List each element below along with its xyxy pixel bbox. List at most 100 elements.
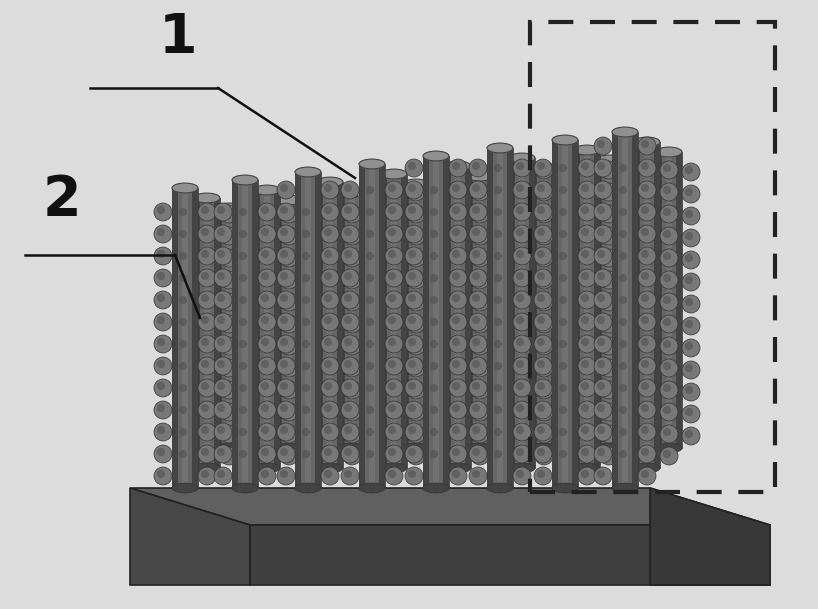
Circle shape	[513, 203, 531, 221]
Polygon shape	[487, 148, 513, 488]
Circle shape	[474, 340, 482, 348]
Circle shape	[299, 425, 317, 443]
Circle shape	[516, 206, 524, 214]
Circle shape	[236, 227, 254, 245]
Circle shape	[321, 423, 339, 441]
Circle shape	[277, 181, 295, 199]
Circle shape	[559, 428, 567, 436]
Circle shape	[493, 405, 511, 423]
Circle shape	[638, 427, 656, 445]
Circle shape	[538, 230, 546, 238]
Circle shape	[321, 269, 339, 287]
Circle shape	[176, 425, 194, 443]
Ellipse shape	[254, 185, 280, 195]
Circle shape	[469, 401, 487, 419]
Circle shape	[597, 426, 605, 434]
Circle shape	[472, 250, 480, 258]
Polygon shape	[182, 188, 188, 488]
Circle shape	[663, 186, 671, 194]
Circle shape	[534, 291, 552, 309]
Ellipse shape	[194, 463, 220, 473]
Ellipse shape	[531, 443, 557, 453]
Polygon shape	[467, 176, 473, 448]
Circle shape	[366, 362, 374, 370]
Circle shape	[516, 210, 524, 218]
Circle shape	[559, 362, 567, 370]
Circle shape	[663, 230, 671, 238]
Polygon shape	[172, 188, 178, 488]
Circle shape	[429, 339, 447, 357]
Circle shape	[368, 364, 376, 372]
Circle shape	[537, 184, 545, 192]
Polygon shape	[676, 152, 682, 448]
Circle shape	[556, 249, 574, 267]
Circle shape	[494, 208, 502, 216]
Circle shape	[366, 296, 374, 304]
Circle shape	[557, 185, 575, 203]
Circle shape	[556, 447, 574, 465]
Circle shape	[559, 296, 567, 304]
Polygon shape	[465, 166, 471, 468]
Circle shape	[410, 208, 418, 216]
Circle shape	[578, 163, 596, 181]
Polygon shape	[509, 158, 515, 468]
Circle shape	[214, 291, 232, 309]
Circle shape	[214, 423, 232, 441]
Circle shape	[258, 357, 276, 375]
Circle shape	[472, 404, 480, 412]
Circle shape	[220, 227, 238, 245]
Circle shape	[622, 185, 640, 203]
Circle shape	[429, 229, 447, 247]
Circle shape	[682, 383, 700, 401]
Circle shape	[408, 294, 416, 302]
Circle shape	[344, 404, 352, 412]
Circle shape	[242, 339, 260, 357]
Circle shape	[385, 339, 403, 357]
Circle shape	[198, 317, 216, 335]
Circle shape	[516, 316, 524, 324]
Circle shape	[535, 315, 553, 333]
Circle shape	[429, 273, 447, 291]
Circle shape	[217, 360, 225, 368]
Circle shape	[638, 247, 656, 265]
Circle shape	[302, 405, 320, 423]
Circle shape	[280, 381, 298, 399]
Circle shape	[261, 404, 269, 412]
Circle shape	[682, 185, 700, 203]
Circle shape	[430, 450, 438, 458]
Circle shape	[682, 361, 700, 379]
Circle shape	[388, 448, 396, 456]
Ellipse shape	[216, 203, 242, 213]
Circle shape	[214, 203, 232, 221]
Circle shape	[513, 427, 531, 445]
Circle shape	[324, 408, 332, 416]
Ellipse shape	[381, 169, 407, 179]
Circle shape	[223, 252, 231, 260]
Circle shape	[321, 383, 339, 401]
Circle shape	[242, 383, 260, 401]
Circle shape	[641, 426, 649, 434]
Circle shape	[538, 340, 546, 348]
Circle shape	[388, 338, 396, 346]
Circle shape	[641, 430, 649, 438]
Circle shape	[619, 318, 627, 326]
Circle shape	[616, 447, 634, 465]
Circle shape	[429, 251, 447, 269]
Circle shape	[407, 271, 425, 289]
Circle shape	[491, 359, 509, 377]
Circle shape	[622, 361, 640, 379]
Circle shape	[305, 408, 313, 416]
Circle shape	[217, 206, 225, 214]
Circle shape	[405, 401, 423, 419]
Circle shape	[408, 162, 416, 170]
Circle shape	[538, 164, 546, 172]
Circle shape	[449, 247, 467, 265]
Circle shape	[597, 140, 605, 148]
Circle shape	[368, 408, 376, 416]
Circle shape	[176, 381, 194, 399]
Circle shape	[496, 342, 504, 350]
Circle shape	[600, 425, 618, 443]
Circle shape	[321, 445, 339, 463]
Circle shape	[302, 428, 310, 436]
Circle shape	[597, 184, 605, 192]
